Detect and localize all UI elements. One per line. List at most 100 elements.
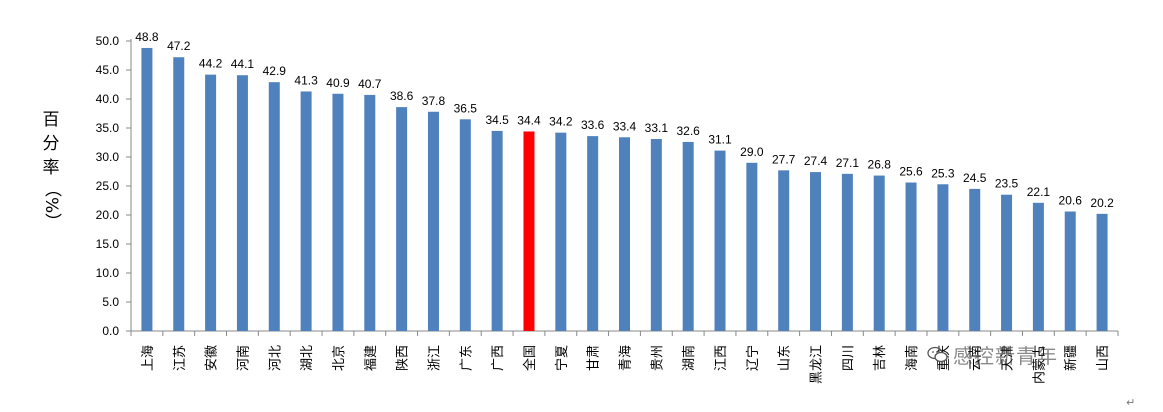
bar [1064,211,1076,331]
bar [714,150,726,331]
x-tick-label: 广西 [491,345,506,371]
data-label: 42.9 [263,64,287,78]
data-label: 22.1 [1027,185,1051,199]
bar [396,107,408,332]
bar [300,91,312,332]
data-label: 47.2 [167,39,191,53]
y-tick-label: 50.0 [96,34,120,48]
x-tick-label: 福建 [364,345,379,371]
y-tick-label: 5.0 [102,295,119,309]
x-tick-label: 河北 [268,345,283,371]
data-label: 37.8 [422,94,446,108]
watermark: 感控新青年 [925,340,1058,369]
paragraph-return-mark: ↵ [1126,396,1136,409]
bar [173,57,185,332]
y-axis: 0.0 5.0 10.0 15.0 20.0 25.0 30.0 35.0 40.0 45.0 50… [96,34,132,338]
wechat-icon [927,346,948,363]
data-label: 33.6 [581,118,605,132]
data-label: 29.0 [740,145,764,159]
y-axis-title-char: 百 [42,110,60,130]
x-tick-label: 内蒙古 [1031,345,1047,384]
bars [141,47,1108,332]
y-tick-label: 35.0 [96,121,120,135]
x-tick-labels: 上海 江苏 安徽 河南 河北 湖北 北京 福建 陕西 浙江 广东 广西 全国 宁夏 甘肃 青海 贵州 湖南 江西 辽宁… [141,345,1111,384]
data-label: 34.4 [517,113,541,127]
data-label: 44.1 [231,57,255,71]
data-label: 24.5 [963,171,987,185]
x-tick-label: 辽宁 [745,345,761,371]
x-tick-label: 上海 [141,345,156,371]
bar [746,162,758,331]
bar [1032,202,1044,331]
x-tick-label: 广东 [459,345,474,371]
bar [459,119,471,331]
x-tick-label: 甘肃 [587,345,602,371]
data-label: 25.3 [931,166,955,180]
data-label: 36.5 [454,101,478,115]
bar [1001,194,1013,331]
bar [650,139,662,331]
bar [205,74,217,331]
data-label: 41.3 [294,73,318,87]
bar [841,173,853,331]
bar [491,130,503,331]
bar [873,175,885,331]
data-label: 33.1 [645,121,669,135]
x-tick-label: 江西 [714,345,729,371]
x-tick-label: 青海 [619,345,634,371]
data-label: 27.4 [804,154,828,168]
y-axis-title: 百 分 率 （%） [40,108,62,230]
data-label: 40.7 [358,77,382,91]
y-tick-label: 0.0 [102,324,119,338]
bar [969,188,981,331]
x-tick-label: 山东 [778,345,793,371]
x-tick-label: 海南 [904,345,920,371]
data-label: 20.2 [1090,196,1114,210]
y-axis-title-char: （%） [41,180,61,231]
bar [905,182,917,331]
x-tick-label: 安徽 [205,345,220,371]
data-label: 40.9 [326,76,350,90]
y-tick-label: 45.0 [96,63,120,77]
y-tick-label: 40.0 [96,92,120,106]
data-label: 44.2 [199,57,223,71]
data-label: 27.7 [772,152,796,166]
bar [268,82,280,332]
x-tick-label: 湖北 [300,345,315,371]
x-tick-label: 浙江 [427,345,442,371]
data-label: 32.6 [676,124,700,138]
data-label: 34.5 [485,113,509,127]
x-tick-label: 天津 [1001,345,1016,371]
x-axis [130,330,1119,336]
y-axis-title-char: 分 [42,134,60,154]
x-tick-label: 山西 [1096,345,1111,371]
x-tick-label: 河南 [235,345,251,371]
x-tick-label: 云南 [968,345,984,371]
bar [937,184,949,331]
bar [682,141,694,331]
bar [619,137,630,331]
data-label: 23.5 [995,177,1019,191]
data-label: 34.2 [549,115,573,129]
data-label: 31.1 [708,133,732,147]
y-tick-label: 10.0 [96,266,120,280]
bar [427,111,439,331]
data-label: 27.1 [836,156,860,170]
watermark-text: 感控新青年 [953,344,1058,368]
x-tick-label: 宁夏 [554,345,570,371]
bar [778,170,790,331]
y-tick-label: 15.0 [96,237,120,251]
data-label: 38.6 [390,89,414,103]
x-tick-label: 吉林 [873,345,888,371]
bar [141,47,153,332]
data-label: 48.8 [135,30,159,44]
x-tick-label: 新疆 [1063,345,1079,371]
data-label: 20.6 [1059,194,1083,208]
bar [236,75,248,331]
data-label: 26.8 [868,158,892,172]
data-label: 25.6 [899,165,923,179]
y-tick-label: 20.0 [96,208,120,222]
value-labels: 48.8 47.2 44.2 44.1 42.9 41.3 40.9 40.7 38.6 37.8… [135,30,1114,210]
bar [332,93,344,331]
y-tick-label: 25.0 [96,179,120,193]
